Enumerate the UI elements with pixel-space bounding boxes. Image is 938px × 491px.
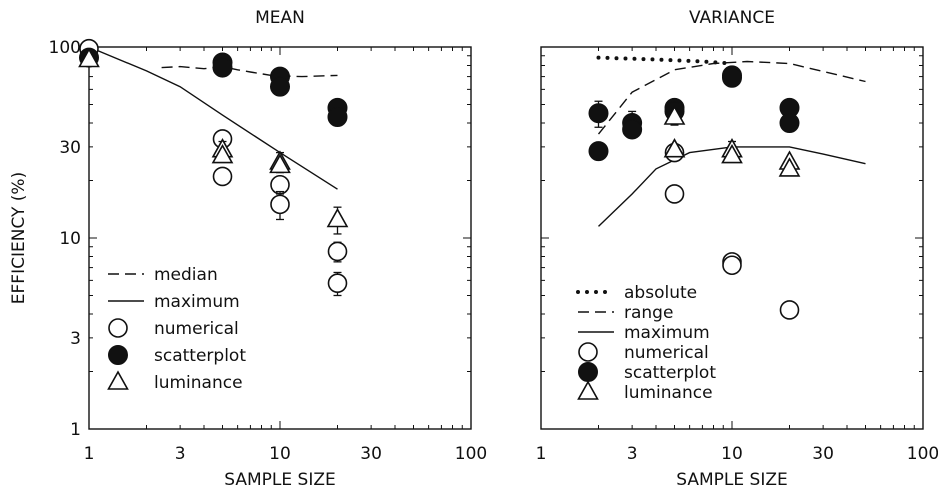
y-axis-label: EFFICIENCY (%) xyxy=(9,172,29,304)
legend-label: luminance xyxy=(154,373,243,393)
point-scatterplot xyxy=(588,141,609,162)
point-luminance xyxy=(326,207,349,228)
point-scatterplot xyxy=(779,113,800,134)
point-numerical xyxy=(664,184,685,204)
point-luminance xyxy=(663,138,686,158)
legend-label: absolute xyxy=(624,283,697,303)
legend-label: luminance xyxy=(624,383,713,403)
point-luminance xyxy=(721,143,743,164)
point-numerical xyxy=(722,255,742,276)
plot-frame xyxy=(88,46,472,430)
x-tick-label: 3 xyxy=(175,444,186,464)
x-axis-label: SAMPLE SIZE xyxy=(224,470,335,490)
variance-panel: VARIANCE SAMPLE SIZE 1 3 10 30 100 absoluterang… xyxy=(536,8,938,490)
legend-key-scatterplot xyxy=(108,345,128,365)
legend-label: maximum xyxy=(624,323,710,343)
curve-range xyxy=(597,60,866,135)
point-numerical xyxy=(212,166,233,187)
point-luminance xyxy=(663,105,686,125)
x-tick-label: 1 xyxy=(84,444,95,464)
x-tick-label: 30 xyxy=(360,444,382,464)
point-luminance xyxy=(778,157,801,177)
x-tick-label: 1 xyxy=(536,444,547,464)
x-tick-label: 30 xyxy=(812,444,834,464)
point-scatterplot xyxy=(622,119,643,140)
legend-key-numerical xyxy=(108,318,128,338)
point-scatterplot xyxy=(212,57,233,78)
y-tick-label: 1 xyxy=(70,420,81,440)
point-luminance xyxy=(78,47,100,68)
legend-key-luminance xyxy=(107,370,129,390)
y-tick-label: 3 xyxy=(70,329,81,349)
x-tick-label: 3 xyxy=(627,444,638,464)
x-tick-label: 100 xyxy=(455,444,487,464)
point-scatterplot xyxy=(588,103,609,124)
y-tick-label: 10 xyxy=(59,229,81,249)
legend-label: numerical xyxy=(624,343,709,363)
x-axis-label: SAMPLE SIZE xyxy=(676,470,787,490)
legend-label: scatterplot xyxy=(624,363,716,383)
point-numerical xyxy=(270,194,290,215)
y-tick-label: 100 xyxy=(49,38,81,58)
legend-label: maximum xyxy=(154,292,240,312)
point-scatterplot xyxy=(270,76,290,97)
legend-key-scatterplot xyxy=(578,362,598,382)
legend-label: scatterplot xyxy=(154,346,246,366)
mean-panel: MEAN SAMPLE SIZE 1 3 10 30 100 1 3 10 30 100 median m… xyxy=(49,8,488,490)
point-scatterplot xyxy=(722,67,742,88)
x-tick-label: 100 xyxy=(907,444,938,464)
y-tick-label: 30 xyxy=(59,138,81,158)
point-numerical xyxy=(327,273,348,293)
legend-key-numerical xyxy=(578,342,598,362)
legend-key-luminance xyxy=(577,380,599,400)
curve-maximum xyxy=(598,146,866,227)
point-scatterplot xyxy=(327,107,348,128)
curve-maximum xyxy=(88,46,338,190)
curve-absolute xyxy=(596,55,734,66)
panel-title: VARIANCE xyxy=(689,8,775,28)
x-tick-label: 10 xyxy=(269,444,291,464)
panel-title: MEAN xyxy=(255,8,305,28)
curve-median xyxy=(161,65,338,78)
point-numerical xyxy=(779,300,800,320)
point-luminance xyxy=(211,143,234,164)
legend-label: numerical xyxy=(154,319,239,339)
legend-label: median xyxy=(154,265,218,285)
point-numerical xyxy=(327,241,348,262)
point-luminance xyxy=(269,153,291,174)
legend-label: range xyxy=(624,303,673,323)
x-tick-label: 10 xyxy=(721,444,743,464)
